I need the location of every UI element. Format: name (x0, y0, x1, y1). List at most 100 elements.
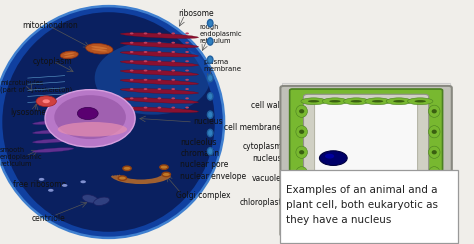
Ellipse shape (428, 146, 440, 158)
Text: lysosome: lysosome (10, 108, 46, 117)
Ellipse shape (322, 222, 347, 228)
Text: cell wall: cell wall (251, 101, 282, 110)
Ellipse shape (408, 222, 433, 228)
Circle shape (144, 88, 147, 90)
Ellipse shape (208, 129, 213, 137)
Ellipse shape (428, 206, 440, 218)
Ellipse shape (208, 148, 213, 155)
FancyBboxPatch shape (281, 86, 452, 236)
Ellipse shape (351, 224, 362, 226)
Circle shape (157, 79, 161, 81)
Ellipse shape (55, 95, 126, 139)
Ellipse shape (118, 176, 127, 180)
Ellipse shape (386, 98, 411, 105)
Ellipse shape (162, 172, 171, 177)
Text: ribosome: ribosome (178, 9, 213, 18)
Text: Golgi complex: Golgi complex (175, 191, 230, 200)
Text: cell membrane: cell membrane (224, 123, 282, 132)
Ellipse shape (120, 51, 199, 57)
Text: nuclear pore: nuclear pore (180, 160, 228, 169)
Circle shape (157, 42, 161, 44)
Ellipse shape (432, 150, 437, 154)
Text: microtubules
(part of cytoskeleton): microtubules (part of cytoskeleton) (0, 80, 72, 93)
Ellipse shape (160, 165, 168, 169)
Text: nucleus: nucleus (252, 154, 282, 163)
Circle shape (172, 51, 175, 53)
Text: nuclear envelope: nuclear envelope (180, 172, 246, 181)
Ellipse shape (0, 6, 224, 238)
Circle shape (185, 79, 189, 81)
Text: chromatin: chromatin (180, 149, 219, 158)
Circle shape (81, 180, 86, 183)
Circle shape (144, 51, 147, 53)
Ellipse shape (329, 100, 341, 102)
Circle shape (185, 51, 189, 53)
Ellipse shape (91, 46, 108, 49)
Ellipse shape (432, 171, 437, 175)
Ellipse shape (299, 171, 304, 175)
Ellipse shape (428, 105, 440, 117)
Ellipse shape (296, 105, 308, 117)
Circle shape (130, 70, 134, 71)
Circle shape (130, 107, 134, 109)
Circle shape (157, 97, 161, 99)
Circle shape (157, 60, 161, 62)
Circle shape (185, 60, 189, 62)
Ellipse shape (120, 107, 199, 113)
Ellipse shape (208, 56, 213, 63)
Circle shape (185, 42, 189, 44)
Ellipse shape (45, 90, 135, 147)
Text: mitochondrion: mitochondrion (22, 21, 78, 30)
Ellipse shape (120, 61, 199, 66)
Circle shape (144, 60, 147, 62)
Circle shape (172, 97, 175, 99)
Ellipse shape (428, 167, 440, 179)
Ellipse shape (58, 122, 127, 137)
Circle shape (130, 88, 134, 90)
Text: centriole: centriole (31, 214, 65, 223)
Ellipse shape (208, 74, 213, 82)
FancyBboxPatch shape (315, 102, 418, 220)
Circle shape (172, 88, 175, 90)
Ellipse shape (296, 187, 308, 199)
Circle shape (144, 97, 147, 99)
Ellipse shape (372, 100, 383, 102)
Text: cytoplasm: cytoplasm (32, 57, 72, 65)
Ellipse shape (299, 109, 304, 113)
Circle shape (185, 32, 189, 34)
Ellipse shape (393, 224, 405, 226)
Ellipse shape (299, 191, 304, 195)
Circle shape (130, 97, 134, 99)
Circle shape (144, 107, 147, 109)
Ellipse shape (344, 222, 369, 228)
Ellipse shape (386, 222, 411, 228)
Circle shape (130, 42, 134, 44)
Ellipse shape (432, 191, 437, 195)
Circle shape (319, 151, 347, 165)
Ellipse shape (393, 100, 405, 102)
Circle shape (130, 32, 134, 34)
Circle shape (144, 79, 147, 81)
Ellipse shape (2, 12, 215, 232)
Ellipse shape (365, 222, 390, 228)
Ellipse shape (77, 107, 98, 120)
Ellipse shape (428, 187, 440, 199)
Ellipse shape (120, 33, 199, 39)
Ellipse shape (95, 41, 210, 115)
Ellipse shape (301, 222, 326, 228)
Circle shape (172, 107, 175, 109)
Circle shape (43, 99, 50, 103)
Ellipse shape (33, 120, 74, 125)
Ellipse shape (322, 98, 347, 105)
Text: nucleolus: nucleolus (180, 138, 217, 147)
Ellipse shape (372, 224, 383, 226)
Ellipse shape (64, 52, 74, 55)
Ellipse shape (299, 150, 304, 154)
Circle shape (144, 70, 147, 71)
Ellipse shape (428, 126, 440, 138)
Circle shape (62, 184, 67, 187)
Circle shape (325, 154, 334, 159)
Text: cytoplasm: cytoplasm (242, 142, 282, 151)
Ellipse shape (414, 100, 426, 102)
Circle shape (36, 96, 56, 107)
